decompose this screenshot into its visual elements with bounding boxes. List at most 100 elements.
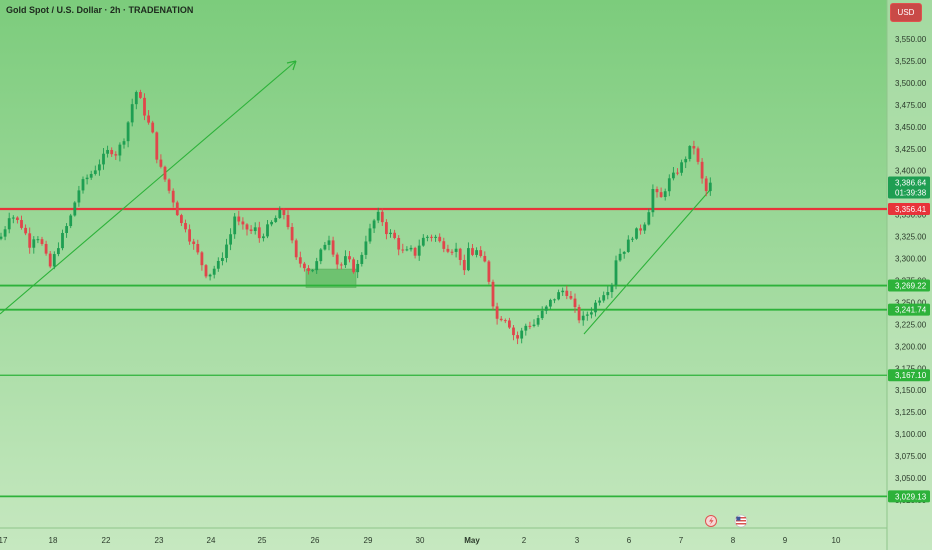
candle-body bbox=[503, 320, 507, 322]
candle-body bbox=[188, 229, 191, 242]
level-price-tag bbox=[888, 303, 930, 316]
candle-body bbox=[286, 215, 290, 228]
candle-body bbox=[192, 241, 196, 245]
lightning-icon[interactable] bbox=[705, 515, 717, 527]
candle-body bbox=[372, 220, 376, 229]
candle-body bbox=[540, 310, 544, 319]
candle-body bbox=[237, 216, 241, 222]
candle-body bbox=[40, 239, 44, 244]
candle-body bbox=[663, 191, 667, 197]
candle-body bbox=[704, 178, 708, 192]
candle-body bbox=[475, 250, 478, 255]
candle-body bbox=[3, 229, 7, 237]
candle-body bbox=[635, 228, 638, 239]
uptrend-line-arrow[interactable] bbox=[0, 60, 297, 315]
level-price-label: 3,269.22 bbox=[895, 282, 927, 291]
candle-body bbox=[458, 248, 462, 260]
level-price-label: 3,241.74 bbox=[895, 306, 927, 315]
level-price-tag bbox=[888, 279, 930, 292]
candle-body bbox=[323, 244, 327, 250]
candle-body bbox=[508, 320, 511, 328]
candle-body bbox=[253, 227, 257, 232]
y-tick-label: 3,325.00 bbox=[895, 233, 927, 242]
y-tick-label: 3,075.00 bbox=[895, 452, 927, 461]
candle-body bbox=[65, 226, 68, 233]
candle-body bbox=[335, 254, 339, 265]
candle-body bbox=[315, 261, 319, 271]
candle-body bbox=[430, 236, 433, 238]
candle-body bbox=[352, 259, 355, 273]
candle-body bbox=[676, 172, 679, 174]
candle-body bbox=[16, 217, 19, 221]
level-price-tag bbox=[888, 202, 930, 215]
candle-body bbox=[614, 260, 618, 286]
currency-button[interactable]: USD bbox=[890, 3, 922, 22]
candle-body bbox=[520, 330, 524, 339]
candle-body bbox=[450, 251, 454, 253]
candle-body bbox=[327, 240, 331, 245]
y-tick-label: 3,050.00 bbox=[895, 474, 927, 483]
candle-body bbox=[462, 259, 466, 271]
x-tick-label: 8 bbox=[731, 536, 736, 545]
rising-support-line[interactable] bbox=[583, 189, 711, 335]
candle-body bbox=[499, 318, 503, 321]
candle-body bbox=[339, 264, 343, 266]
consolidation-zone[interactable] bbox=[305, 268, 357, 288]
current-price-tag bbox=[888, 176, 930, 199]
chart-title: Gold Spot / U.S. Dollar · 2h · TRADENATI… bbox=[6, 5, 194, 15]
candle-body bbox=[385, 222, 388, 235]
candle-body bbox=[216, 260, 220, 269]
candle-body bbox=[544, 306, 548, 311]
candle-body bbox=[659, 192, 663, 197]
candle-body bbox=[356, 263, 360, 273]
candle-body bbox=[52, 254, 56, 267]
candle-body bbox=[270, 221, 273, 225]
candle-body bbox=[57, 248, 60, 255]
candle-body bbox=[532, 324, 536, 326]
candle-body bbox=[655, 189, 659, 193]
candle-body bbox=[89, 173, 93, 178]
level-price-label: 3,167.10 bbox=[895, 371, 927, 380]
candle-body bbox=[380, 211, 384, 223]
candle-body bbox=[610, 285, 614, 293]
candle-body bbox=[159, 159, 163, 167]
candle-body bbox=[700, 161, 704, 179]
x-tick-label: May bbox=[464, 536, 480, 545]
candle-body bbox=[512, 327, 515, 336]
arrow-head bbox=[286, 60, 297, 71]
candle-countdown-label: 01:39:38 bbox=[895, 188, 927, 197]
candle-body bbox=[319, 249, 323, 262]
candle-body bbox=[241, 221, 245, 225]
candle-body bbox=[479, 250, 483, 256]
candle-body bbox=[426, 236, 429, 238]
candle-body bbox=[106, 149, 109, 154]
x-tick-label: 25 bbox=[258, 536, 267, 545]
candle-body bbox=[487, 261, 491, 282]
candle-body bbox=[680, 162, 683, 173]
candle-body bbox=[647, 212, 651, 225]
candle-body bbox=[495, 306, 499, 319]
candle-body bbox=[180, 215, 183, 224]
candle-body bbox=[626, 239, 630, 252]
y-tick-label: 3,500.00 bbox=[895, 79, 927, 88]
candle-body bbox=[266, 224, 269, 237]
y-tick-label: 3,150.00 bbox=[895, 386, 927, 395]
x-tick-label: 7 bbox=[679, 536, 684, 545]
y-tick-label: 3,525.00 bbox=[895, 57, 927, 66]
candle-body bbox=[167, 179, 171, 191]
candle-body bbox=[491, 281, 495, 307]
candle-body bbox=[311, 270, 314, 272]
candle-body bbox=[81, 179, 85, 191]
candle-body bbox=[262, 236, 265, 239]
price-axis-background bbox=[887, 0, 932, 550]
candle-body bbox=[594, 302, 597, 313]
candle-body bbox=[110, 149, 114, 155]
candle-body bbox=[631, 238, 634, 240]
y-tick-label: 3,300.00 bbox=[895, 255, 927, 264]
candle-body bbox=[344, 256, 347, 266]
candle-body bbox=[126, 122, 130, 142]
y-tick-label: 3,125.00 bbox=[895, 408, 927, 417]
us-flag-icon[interactable] bbox=[734, 514, 748, 528]
